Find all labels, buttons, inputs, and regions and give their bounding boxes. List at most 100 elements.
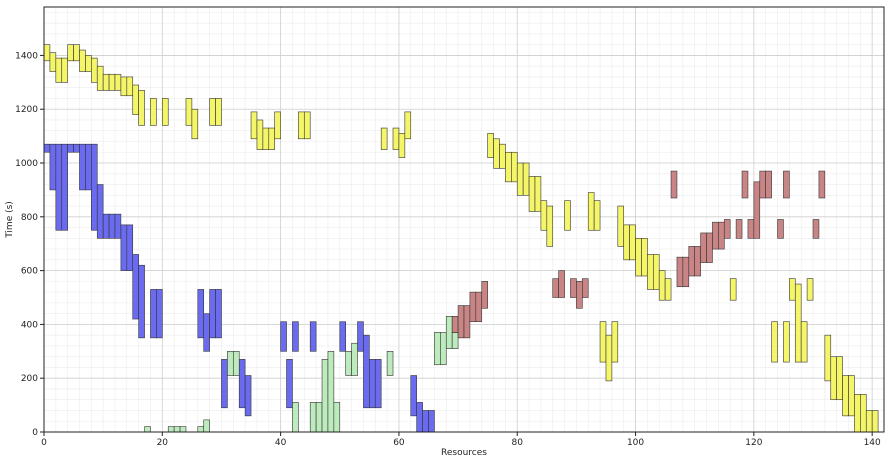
bars-layer bbox=[43, 44, 879, 433]
x-tick-label: 60 bbox=[393, 438, 405, 448]
gantt-bar-yellow bbox=[641, 238, 648, 277]
y-tick-label: 200 bbox=[21, 374, 38, 384]
gantt-bar-yellow bbox=[79, 49, 86, 72]
gantt-bar-yellow bbox=[664, 278, 672, 301]
gantt-bar-blue bbox=[280, 321, 287, 352]
gantt-bar-red bbox=[747, 219, 755, 239]
gantt-bar-red bbox=[783, 170, 790, 199]
gantt-bar-red bbox=[670, 170, 678, 199]
gantt-bar-blue bbox=[410, 375, 417, 417]
gantt-bar-red bbox=[694, 246, 701, 277]
gantt-bar-yellow bbox=[268, 127, 276, 150]
gantt-bar-red bbox=[688, 246, 696, 277]
gantt-bar-blue bbox=[67, 143, 74, 153]
gantt-bar-yellow bbox=[380, 127, 388, 150]
gantt-bar-red bbox=[552, 278, 559, 298]
gantt-bar-yellow bbox=[162, 98, 169, 126]
plot-frame bbox=[43, 6, 885, 433]
gantt-bar-red bbox=[570, 278, 577, 298]
gantt-bar-blue bbox=[73, 143, 80, 153]
gantt-bar-red bbox=[481, 281, 488, 309]
x-tick-label: 120 bbox=[745, 438, 762, 448]
gantt-bar-yellow bbox=[611, 321, 619, 363]
gantt-bar-yellow bbox=[848, 375, 855, 417]
gantt-bar-yellow bbox=[546, 205, 554, 247]
x-tick-label: 80 bbox=[512, 438, 524, 448]
gantt-bar-yellow bbox=[499, 143, 506, 169]
gantt-bar-yellow bbox=[132, 84, 139, 115]
gantt-bar-blue bbox=[203, 313, 210, 352]
gantt-bar-blue bbox=[339, 321, 346, 352]
gantt-bar-yellow bbox=[96, 65, 104, 91]
gantt-bar-green bbox=[351, 342, 358, 376]
gantt-bar-green bbox=[345, 351, 352, 376]
gantt-bar-red bbox=[741, 170, 749, 199]
gantt-bar-yellow bbox=[564, 200, 571, 231]
gantt-bar-blue bbox=[363, 334, 370, 409]
gantt-bar-blue bbox=[309, 321, 317, 352]
y-tick-label: 400 bbox=[21, 320, 38, 330]
y-axis-ticks: 0 200 400 600 800 1000 1200 1400 bbox=[15, 51, 44, 438]
x-tick-label: 100 bbox=[627, 438, 644, 448]
gantt-bar-yellow bbox=[61, 57, 68, 83]
gantt-bar-red bbox=[576, 281, 583, 309]
gantt-bar-yellow bbox=[830, 356, 837, 401]
gantt-bar-yellow bbox=[871, 410, 879, 433]
gantt-bar-yellow bbox=[647, 254, 654, 290]
gantt-bar-yellow bbox=[102, 73, 110, 91]
gantt-bar-blue bbox=[286, 359, 293, 409]
gantt-bar-yellow bbox=[404, 111, 412, 140]
gantt-bar-red bbox=[735, 219, 743, 239]
gantt-bar-blue bbox=[422, 410, 429, 433]
gantt-bar-green bbox=[445, 316, 453, 349]
gantt-bar-yellow bbox=[534, 176, 542, 212]
gantt-bar-green bbox=[327, 351, 335, 433]
gantt-bar-yellow bbox=[55, 57, 63, 83]
gantt-bar-green bbox=[333, 402, 341, 433]
gantt-bar-blue bbox=[238, 359, 246, 409]
gantt-bar-yellow bbox=[860, 394, 867, 433]
gantt-bar-yellow bbox=[516, 162, 524, 196]
gantt-bar-yellow bbox=[49, 52, 57, 72]
gantt-bar-blue bbox=[215, 289, 222, 339]
gantt-bar-yellow bbox=[487, 133, 494, 158]
gantt-bar-yellow bbox=[635, 238, 642, 277]
y-axis-label: Time (s) bbox=[5, 201, 15, 239]
gantt-bar-red bbox=[558, 270, 565, 298]
gantt-bar-yellow bbox=[91, 57, 98, 83]
gantt-bar-yellow bbox=[842, 375, 849, 417]
gantt-bar-yellow bbox=[794, 283, 802, 363]
gantt-bar-red bbox=[759, 170, 766, 199]
gantt-bar-yellow bbox=[274, 111, 281, 140]
gantt-bar-blue bbox=[369, 359, 376, 409]
gantt-bar-red bbox=[818, 170, 826, 199]
gantt-bar-red bbox=[777, 219, 784, 239]
gantt-bar-blue bbox=[114, 213, 122, 239]
gantt-bar-yellow bbox=[771, 321, 778, 363]
gantt-bar-yellow bbox=[185, 98, 193, 126]
gantt-bar-green bbox=[197, 426, 205, 433]
gantt-bar-yellow bbox=[587, 192, 595, 231]
gantt-bar-yellow bbox=[85, 55, 92, 72]
gantt-bar-yellow bbox=[540, 200, 548, 231]
gantt-bar-green bbox=[144, 426, 151, 433]
gantt-bar-green bbox=[203, 419, 210, 433]
gantt-bar-yellow bbox=[303, 111, 311, 140]
gantt-bar-red bbox=[712, 221, 719, 250]
gantt-bar-blue bbox=[138, 264, 145, 339]
gantt-bar-red bbox=[676, 256, 684, 288]
x-tick-label: 40 bbox=[275, 438, 287, 448]
gantt-bar-yellow bbox=[617, 205, 625, 247]
gantt-bar-blue bbox=[126, 224, 134, 271]
gantt-bar-blue bbox=[55, 143, 63, 231]
gantt-bar-blue bbox=[96, 184, 104, 239]
x-tick-label: 20 bbox=[157, 438, 169, 448]
gantt-bar-red bbox=[582, 278, 589, 298]
gantt-bar-blue bbox=[197, 289, 205, 339]
y-tick-label: 1000 bbox=[15, 159, 38, 169]
gantt-bar-blue bbox=[292, 321, 299, 352]
gantt-bar-yellow bbox=[120, 76, 128, 97]
gantt-bar-yellow bbox=[43, 44, 51, 62]
gantt-bar-blue bbox=[428, 410, 435, 433]
